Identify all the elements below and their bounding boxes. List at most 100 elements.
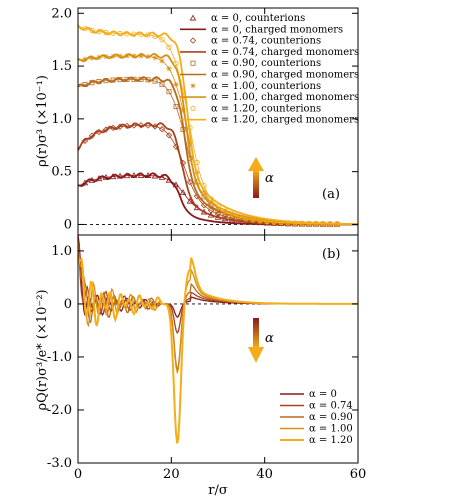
panel-a-marker-4 <box>145 32 151 38</box>
panel-a-marker-3 <box>117 53 123 59</box>
panel-b-legend-label: α = 0 <box>309 389 337 400</box>
panel-a-marker-1 <box>214 210 222 218</box>
panel-a-marker-2 <box>152 78 158 84</box>
panel-a-marker-4 <box>138 31 144 38</box>
panel-a-marker-4 <box>166 44 172 50</box>
panel-b-line-1 <box>77 237 358 335</box>
panel-a-marker-4 <box>201 182 207 189</box>
panel-b-legend: α = 0α = 0.74α = 0.90α = 1.00α = 1.20 <box>280 389 353 446</box>
panel-a-marker-4 <box>222 208 228 214</box>
panel-a-marker-0 <box>116 172 124 179</box>
panel-b-xtick-label: 40 <box>256 467 273 482</box>
panel-a-marker-1 <box>144 122 152 129</box>
panel-a-marker-1 <box>95 128 103 136</box>
panel-a-legend-label: α = 0.90, counterions <box>211 58 321 69</box>
panel-b-legend-label: α = 0.74 <box>309 401 353 412</box>
panel-a-marker-4 <box>257 217 263 224</box>
panel-a-marker-0 <box>109 173 117 180</box>
panel-a-marker-4 <box>117 30 123 37</box>
panel-a-marker-1 <box>207 207 215 214</box>
panel-a-marker-4 <box>292 220 298 226</box>
panel-b-frame <box>77 234 359 464</box>
panel-a-marker-4 <box>278 219 284 226</box>
panel-a-marker-1 <box>151 123 159 130</box>
panel-b-line-3 <box>77 240 358 375</box>
panel-a-marker-4 <box>334 221 340 227</box>
panel-a-ytick-label: 0.5 <box>51 165 72 180</box>
panel-a-marker-3 <box>173 81 179 88</box>
panel-b-tag: (b) <box>322 247 340 262</box>
panel-a-marker-2 <box>166 89 172 95</box>
panel-a-marker-4 <box>208 196 214 202</box>
panel-a-ylabel: ρ(r)σ³ (×10⁻¹) <box>35 75 50 167</box>
panel-a-marker-2 <box>159 81 165 87</box>
panel-a-marker-0 <box>137 171 145 178</box>
panel-b-arrow-shaft <box>253 318 259 348</box>
panel-a-legend-marker <box>189 14 197 21</box>
panel-a-ytick-label: 1.0 <box>51 112 72 127</box>
panel-a-marker-4 <box>159 37 165 43</box>
panel-b-arrow-label: α <box>265 331 274 346</box>
panel-a-marker-1 <box>130 122 138 129</box>
panel-a-marker-1 <box>137 122 145 129</box>
panel-a-marker-1 <box>102 126 110 133</box>
panel-a-marker-3 <box>124 53 130 59</box>
panel-a-marker-0 <box>144 172 152 178</box>
panel-b-ytick-label: -3.0 <box>47 456 72 471</box>
panel-a-marker-3 <box>138 53 144 59</box>
panel-a-marker-4 <box>306 221 312 227</box>
panel-a-marker-3 <box>103 54 109 60</box>
panel-a-legend-label: α = 1.00, charged monomers <box>211 92 359 103</box>
panel-b: 1.00-1.0-2.0-3.00 20 40 60 ρQ(r)σ³/e* (×10⁻… <box>35 234 366 498</box>
panel-a-marker-1 <box>179 159 187 167</box>
panel-b-xtick-label: 0 <box>74 467 82 482</box>
panel-a-tag: (a) <box>322 187 340 202</box>
panel-a-marker-2 <box>124 76 130 82</box>
panel-a-marker-4 <box>131 31 137 37</box>
panel-a-ytick-label: 0 <box>64 217 72 232</box>
panel-a-arrow-shaft <box>253 170 259 198</box>
panel-a-plot-area <box>77 24 358 228</box>
panel-a-marker-0 <box>95 175 103 182</box>
panel-a-marker-4 <box>236 213 242 220</box>
panel-a-marker-2 <box>138 76 144 82</box>
panel-a-marker-4 <box>152 33 158 40</box>
panel-a-marker-0 <box>102 173 110 180</box>
panel-a-marker-0 <box>88 176 96 183</box>
panel-b-legend-label: α = 0.90 <box>309 412 353 423</box>
panel-a-marker-2 <box>96 79 102 84</box>
panel-a-marker-3 <box>159 58 165 64</box>
panel-a-marker-3 <box>89 55 95 61</box>
panel-a-ytick-label: 2.0 <box>51 6 72 21</box>
panel-a-marker-4 <box>320 221 326 227</box>
panel-b-alpha-arrow: α <box>248 318 274 363</box>
panel-a-marker-1 <box>123 122 131 130</box>
panel-b-xtick-label: 60 <box>350 467 367 482</box>
panel-b-ytick-label: -2.0 <box>47 403 72 418</box>
panel-a-marker-1 <box>158 126 166 133</box>
panel-b-line-4 <box>77 257 358 444</box>
panel-a-marker-3 <box>222 209 228 216</box>
panel-a-marker-3 <box>236 214 242 220</box>
panel-a-marker-4 <box>243 215 249 221</box>
panel-a-marker-0 <box>158 173 166 180</box>
panel-b-ticks: 1.00-1.0-2.0-3.00 20 40 60 <box>47 235 366 482</box>
panel-a-marker-3 <box>131 53 137 59</box>
panel-a-marker-4 <box>285 220 291 226</box>
panel-a-marker-0 <box>123 172 131 179</box>
panel-a-marker-2 <box>117 77 123 83</box>
panel-a-marker-2 <box>82 82 88 88</box>
panel-a-marker-0 <box>151 172 159 179</box>
panel-a-marker-0 <box>165 176 173 183</box>
panel-a-marker-3 <box>82 56 88 62</box>
panel-a-legend-marker <box>190 83 196 89</box>
panel-a-marker-3 <box>166 66 172 72</box>
panel-b-ytick-label: 1.0 <box>51 244 72 259</box>
panel-a-marker-3 <box>229 212 235 218</box>
panel-a-arrow-label: α <box>265 171 274 186</box>
panel-a-marker-2 <box>131 76 137 82</box>
panel-a-marker-4 <box>313 221 319 227</box>
panel-a-legend-marker <box>190 60 196 66</box>
panel-b-legend-label: α = 1.20 <box>309 435 353 446</box>
